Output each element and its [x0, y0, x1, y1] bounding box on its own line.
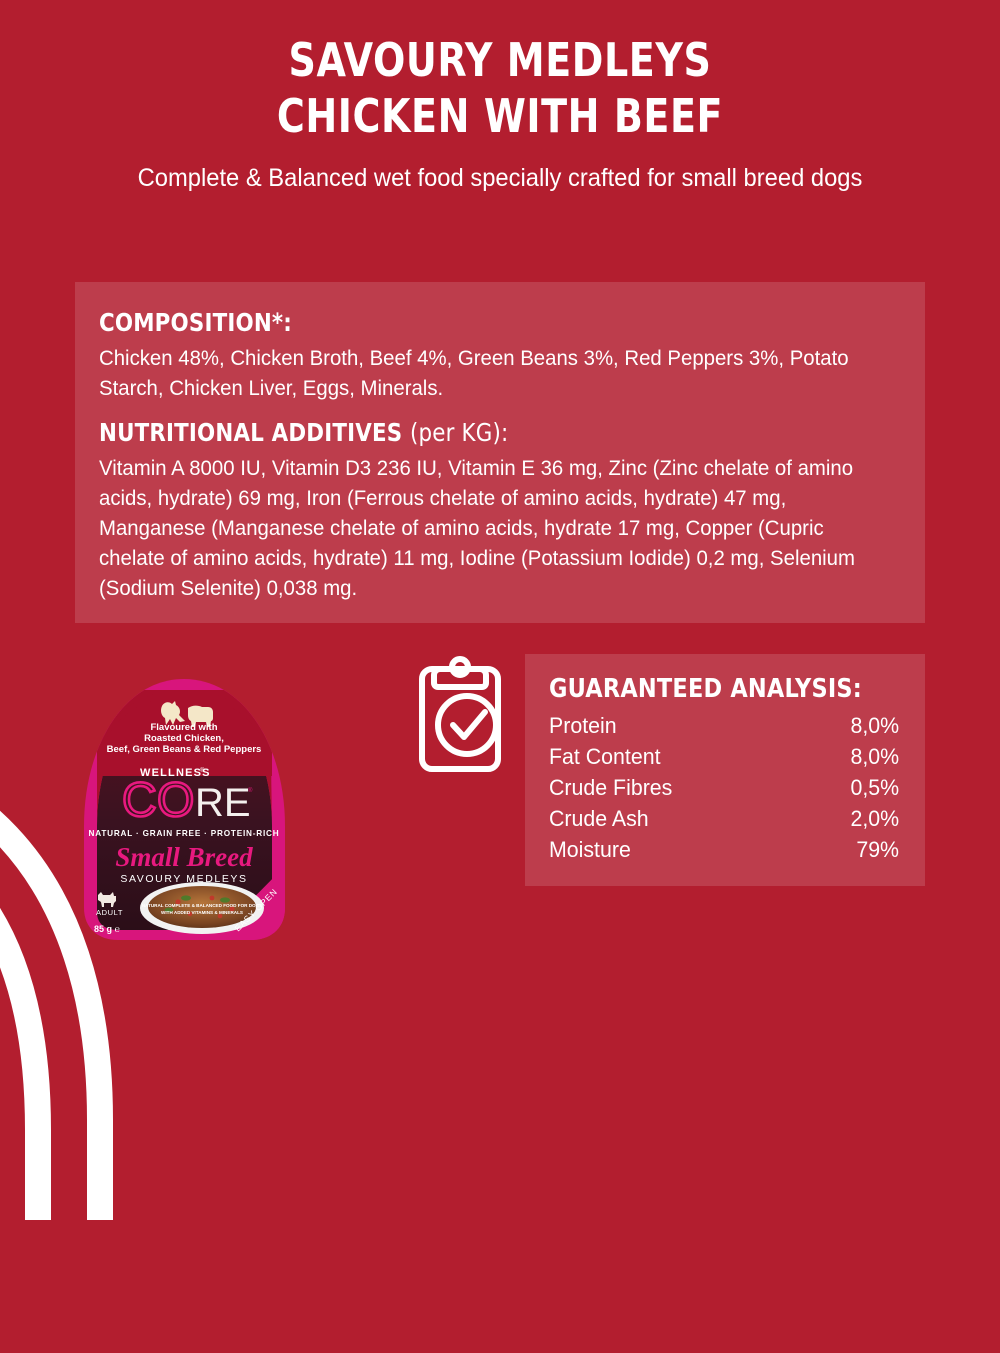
- pack-food-bits: [175, 895, 235, 919]
- guaranteed-analysis-panel: GUARANTEED ANALYSIS: Protein 8,0% Fat Cont…: [525, 654, 925, 886]
- analysis-row: Fat Content 8,0%: [549, 741, 899, 772]
- clipboard-check-icon: [419, 656, 501, 772]
- analysis-row-label: Moisture: [549, 837, 631, 862]
- page-title-line-1: SAVOURY MEDLEYS: [288, 33, 712, 87]
- pack-weight: 85 g ℮: [94, 924, 120, 934]
- analysis-row-label: Protein: [549, 713, 617, 738]
- pack-brand-wellness: WELLNESS: [140, 767, 211, 779]
- page-subtitle: Complete & Balanced wet food specially c…: [137, 164, 863, 192]
- page-header: SAVOURY MEDLEYS CHICKEN WITH BEEF Comple…: [0, 32, 1000, 194]
- page-title-line-2: CHICKEN WITH BEEF: [276, 89, 724, 143]
- pack-bowl-line-2: WITH ADDED VITAMINS & MINERALS: [161, 910, 243, 915]
- product-pack-image: Flavoured with Roasted Chicken, Beef, Gr…: [84, 679, 285, 940]
- analysis-heading: GUARANTEED ANALYSIS:: [549, 674, 862, 704]
- additives-body: Vitamin A 8000 IU, Vitamin D3 236 IU, Vi…: [99, 457, 855, 600]
- additives-heading-light: (per KG):: [409, 418, 509, 447]
- analysis-rows: Protein 8,0% Fat Content 8,0% Crude Fibres 0,…: [549, 710, 899, 865]
- composition-body: Chicken 48%, Chicken Broth, Beef 4%, Gre…: [99, 347, 849, 400]
- additives-heading-strong: NUTRITIONAL ADDITIVES: [99, 418, 403, 447]
- pack-range-sub: SAVOURY MEDLEYS: [120, 873, 247, 885]
- analysis-row-value: 0,5%: [850, 775, 899, 800]
- analysis-row-value: 8,0%: [850, 744, 899, 769]
- svg-text:RE: RE: [195, 781, 251, 825]
- analysis-row-value: 79%: [856, 837, 899, 862]
- analysis-row: Crude Fibres 0,5%: [549, 772, 899, 803]
- composition-panel: COMPOSITION*: Chicken 48%, Chicken Broth…: [75, 282, 925, 623]
- pack-brand-wellness-reg: ®: [200, 767, 205, 774]
- chicken-silhouette-icon: [161, 701, 185, 725]
- analysis-row-value: 8,0%: [850, 713, 899, 738]
- analysis-row-label: Fat Content: [549, 744, 661, 769]
- pack-flavour-line-2: Roasted Chicken,: [144, 733, 224, 744]
- pack-range-script: Small Breed: [115, 842, 253, 872]
- pack-flavour-line-3: Beef, Green Beans & Red Peppers: [107, 744, 262, 755]
- analysis-row-value: 2,0%: [850, 806, 899, 831]
- analysis-row: Crude Ash 2,0%: [549, 803, 899, 834]
- analysis-row: Protein 8,0%: [549, 710, 899, 741]
- svg-text:®: ®: [248, 787, 253, 794]
- analysis-row-label: Crude Ash: [549, 806, 649, 831]
- analysis-row-label: Crude Fibres: [549, 775, 673, 800]
- pack-bowl-line-1: NATURAL COMPLETE & BALANCED FOOD FOR DOG…: [142, 903, 263, 908]
- svg-text:O: O: [157, 774, 193, 827]
- svg-text:C: C: [122, 774, 156, 827]
- cow-silhouette-icon: [188, 705, 213, 727]
- pack-life-stage: ADULT: [96, 908, 123, 917]
- additives-heading: NUTRITIONAL ADDITIVES (per KG):: [99, 418, 861, 448]
- pack-flavour-line-1: Flavoured with: [150, 722, 217, 733]
- pack-brand-core: C O RE ®: [121, 773, 253, 829]
- pack-claims: NATURAL · GRAIN FREE · PROTEIN-RICH: [89, 829, 280, 838]
- composition-heading: COMPOSITION*:: [99, 308, 293, 337]
- pack-food-greens: [164, 895, 230, 913]
- analysis-row: Moisture 79%: [549, 834, 899, 865]
